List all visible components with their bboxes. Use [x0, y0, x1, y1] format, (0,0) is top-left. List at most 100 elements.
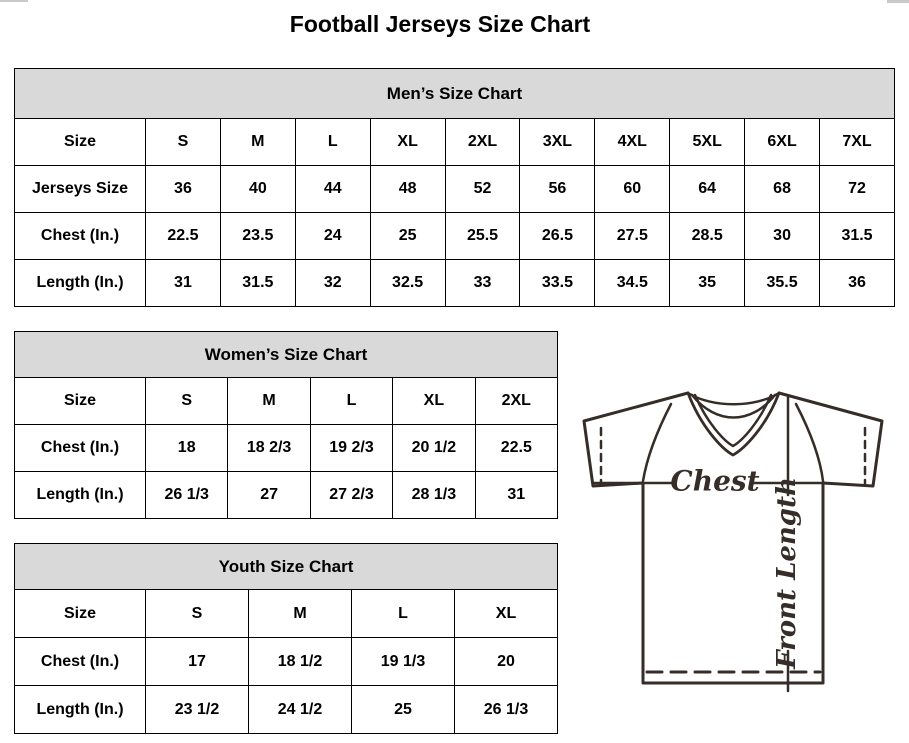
value-cell: 26.5 [519, 212, 596, 260]
chart-section-header: Men’s Size Chart [14, 68, 895, 119]
value-cell: 17 [145, 637, 249, 686]
left-armhole-seam [641, 402, 673, 483]
value-cell: 27 [227, 471, 311, 519]
value-cell: 44 [294, 165, 371, 213]
row-label-cell: Chest (In.) [14, 212, 146, 260]
value-cell: 26 1/3 [144, 471, 229, 519]
value-cell: 19 1/3 [351, 637, 455, 686]
value-cell: 72 [819, 165, 895, 213]
value-cell: 30 [744, 212, 821, 260]
jersey-measurement-diagram: Chest Front Length [582, 391, 884, 693]
value-cell: L [351, 589, 455, 638]
value-cell: M [219, 118, 296, 166]
value-cell: 64 [669, 165, 746, 213]
row-label-cell: Length (In.) [14, 685, 146, 734]
table-row: Chest (In.) 17 18 1/2 19 1/3 20 [14, 637, 558, 686]
value-cell: M [248, 589, 352, 638]
collar-v-inner [693, 393, 773, 448]
value-cell: 19 2/3 [309, 424, 394, 472]
value-cell: 31.5 [219, 259, 296, 307]
value-cell: 28 1/3 [392, 471, 476, 519]
value-cell: 34.5 [594, 259, 671, 307]
value-cell: XL [369, 118, 446, 166]
value-cell: 2XL [444, 118, 521, 166]
value-cell: 32.5 [369, 259, 446, 307]
value-cell: 22.5 [474, 424, 559, 472]
value-cell: 36 [819, 259, 895, 307]
page-title: Football Jerseys Size Chart [289, 11, 591, 37]
value-cell: 2XL [474, 377, 559, 425]
value-cell: 6XL [744, 118, 821, 166]
value-cell: 22.5 [145, 212, 221, 260]
value-cell: 68 [744, 165, 821, 213]
front-length-measure-label: Front Length [772, 477, 802, 670]
value-cell: S [144, 377, 229, 425]
value-cell: 20 [454, 637, 558, 686]
value-cell: 18 [144, 424, 229, 472]
value-cell: 35 [669, 259, 746, 307]
value-cell: 31.5 [819, 212, 895, 260]
value-cell: 20 1/2 [392, 424, 476, 472]
table-row: Size S M L XL [14, 589, 558, 638]
value-cell: S [145, 589, 249, 638]
row-label-cell: Size [14, 377, 146, 425]
table-row: Chest (In.) 22.5 23.5 24 25 25.5 26.5 27.5 28.5 3… [14, 212, 895, 260]
chest-measure-label: Chest [670, 465, 759, 498]
value-cell: 18 2/3 [227, 424, 311, 472]
row-label-cell: Size [14, 118, 146, 166]
value-cell: 31 [474, 471, 559, 519]
value-cell: 25.5 [444, 212, 521, 260]
table-row: Length (In.) 31 31.5 32 32.5 33 33.5 34.5 35 35.5… [14, 259, 895, 307]
row-label-cell: Length (In.) [14, 471, 146, 519]
value-cell: 40 [219, 165, 296, 213]
screenshot-edge-artifact [0, 0, 28, 2]
chart-section-header: Youth Size Chart [14, 543, 558, 590]
row-label-cell: Size [14, 589, 146, 638]
value-cell: 33.5 [519, 259, 596, 307]
table-row: Size S M L XL 2XL [14, 377, 559, 425]
table-row: Jerseys Size 36 40 44 48 52 56 60 64 68 72 [14, 165, 895, 213]
row-label-cell: Length (In.) [14, 259, 146, 307]
value-cell: 23 1/2 [145, 685, 249, 734]
mens-size-chart-table: Men’s Size Chart Size S M L XL 2XL 3XL 4XL 5XL 6XL… [14, 68, 895, 307]
value-cell: 27.5 [594, 212, 671, 260]
value-cell: XL [392, 377, 476, 425]
value-cell: 56 [519, 165, 596, 213]
value-cell: 26 1/3 [454, 685, 558, 734]
value-cell: L [294, 118, 371, 166]
table-row: Length (In.) 23 1/2 24 1/2 25 26 1/3 [14, 685, 558, 734]
collar-v-outer [686, 391, 781, 457]
table-row: Length (In.) 26 1/3 27 27 2/3 28 1/3 31 [14, 471, 559, 519]
value-cell: 28.5 [669, 212, 746, 260]
collar-rim-outer [686, 391, 781, 406]
value-cell: 60 [594, 165, 671, 213]
table-row: Chest (In.) 18 18 2/3 19 2/3 20 1/2 22.5 [14, 424, 559, 472]
value-cell: 48 [369, 165, 446, 213]
value-cell: 33 [444, 259, 521, 307]
right-armhole-seam [794, 402, 825, 483]
value-cell: 7XL [819, 118, 895, 166]
value-cell: L [309, 377, 394, 425]
row-label-cell: Jerseys Size [14, 165, 146, 213]
value-cell: 36 [145, 165, 221, 213]
womens-size-chart-table: Women’s Size Chart Size S M L XL 2XL Chest (In.… [14, 331, 559, 519]
jersey-outline [582, 391, 884, 685]
value-cell: 18 1/2 [248, 637, 352, 686]
value-cell: 32 [294, 259, 371, 307]
value-cell: 4XL [594, 118, 671, 166]
row-label-cell: Chest (In.) [14, 424, 146, 472]
row-label-cell: Chest (In.) [14, 637, 146, 686]
value-cell: 24 [294, 212, 371, 260]
value-cell: 52 [444, 165, 521, 213]
value-cell: M [227, 377, 311, 425]
value-cell: 25 [351, 685, 455, 734]
chart-section-header: Women’s Size Chart [14, 331, 558, 378]
value-cell: 3XL [519, 118, 596, 166]
value-cell: 23.5 [219, 212, 296, 260]
youth-size-chart-table: Youth Size Chart Size S M L XL Chest (In.) 17 18… [14, 543, 558, 734]
value-cell: 31 [145, 259, 221, 307]
value-cell: S [145, 118, 221, 166]
value-cell: 35.5 [744, 259, 821, 307]
screenshot-edge-artifact [887, 0, 909, 3]
